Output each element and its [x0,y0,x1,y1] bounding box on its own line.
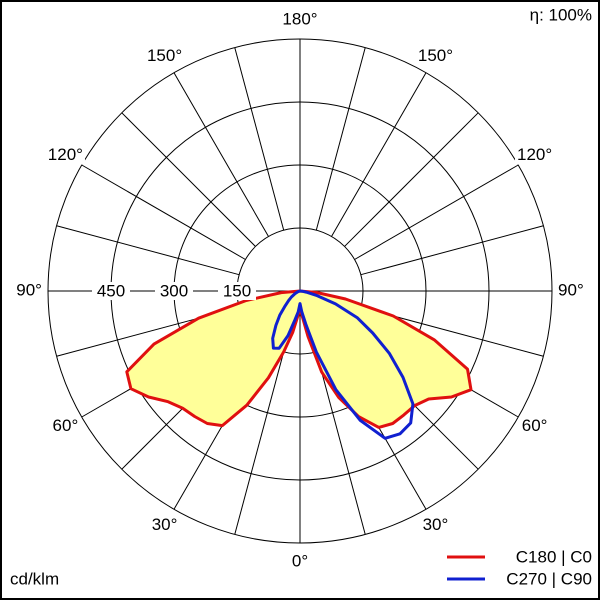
r-tick-label: 450 [97,281,125,300]
angle-tick-label: 30° [152,515,178,534]
angle-tick-label: 150° [147,46,182,65]
angle-grid-line [315,47,366,231]
tick-label-bg [519,417,550,436]
angle-grid-line [331,72,427,237]
tick-label-bg [280,11,320,30]
angle-tick-label: 180° [282,10,317,29]
tick-label-bg [155,282,193,300]
angle-grid-line [81,164,246,260]
angle-grid-line [56,225,240,276]
unit-label: cd/klm [10,569,59,588]
tick-label-bg [556,282,586,300]
angle-grid-line [344,112,479,247]
tick-label-bg [415,47,456,66]
tick-label-bg [50,417,81,436]
angle-tick-label: 120° [517,145,552,164]
tick-label-bg [289,552,311,571]
angle-tick-label: 150° [418,46,453,65]
tick-label-bg [92,282,130,300]
angle-tick-label: 90° [558,280,584,299]
angle-tick-label: 60° [522,416,548,435]
tick-label-bg [144,47,185,66]
outer-ring [47,38,553,544]
angle-grid-line [315,351,366,535]
angle-grid-line [173,72,269,237]
angle-grid-line [234,47,285,231]
angle-tick-label: 0° [292,551,308,570]
angle-tick-label: 90° [16,280,42,299]
tick-label-bg [45,146,85,165]
legend-label: C270 | C90 [506,569,592,588]
angle-grid-line [234,351,285,535]
efficiency-label: η: 100% [530,5,592,24]
r-tick-label: 150 [223,281,251,300]
tick-label-bg [420,516,451,535]
tick-label-bg [515,146,555,165]
angle-tick-label: 60° [53,416,79,435]
angle-grid-line [354,164,519,260]
tick-label-bg [149,516,180,535]
legend-label: C180 | C0 [516,547,592,566]
angle-grid-line [121,112,256,247]
angle-tick-label: 120° [48,145,83,164]
r-tick-label: 300 [160,281,188,300]
angle-tick-label: 30° [423,515,449,534]
tick-label-bg [218,282,256,300]
angle-grid-line [360,225,544,276]
intensity-curve [271,289,415,440]
tick-label-bg [14,282,44,300]
